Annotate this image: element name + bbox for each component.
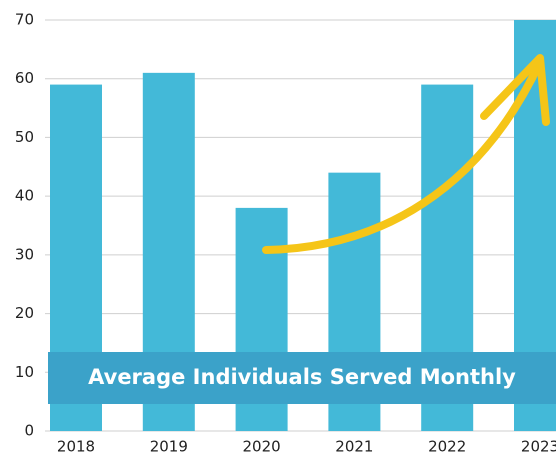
- x-tick-label: 2020: [243, 438, 281, 456]
- x-tick-label: 2018: [57, 438, 95, 456]
- y-tick-label: 40: [15, 187, 34, 205]
- x-tick-label: 2023: [521, 438, 556, 456]
- y-tick-label: 50: [15, 128, 34, 146]
- arrow-curve: [262, 58, 544, 254]
- y-tick-label: 30: [15, 245, 34, 263]
- chart-title: Average Individuals Served Monthly: [88, 365, 516, 389]
- y-tick-label: 70: [15, 11, 34, 29]
- y-tick-label: 20: [15, 304, 34, 322]
- y-tick-label: 10: [15, 363, 34, 381]
- x-tick-label: 2021: [335, 438, 373, 456]
- x-tick-label: 2022: [428, 438, 466, 456]
- arrow-head: [480, 54, 550, 126]
- x-tick-label: 2019: [150, 438, 188, 456]
- y-tick-label: 60: [15, 69, 34, 87]
- arrow-decoration: [262, 54, 550, 254]
- y-tick-label: 0: [24, 422, 34, 440]
- title-banner: [48, 352, 556, 404]
